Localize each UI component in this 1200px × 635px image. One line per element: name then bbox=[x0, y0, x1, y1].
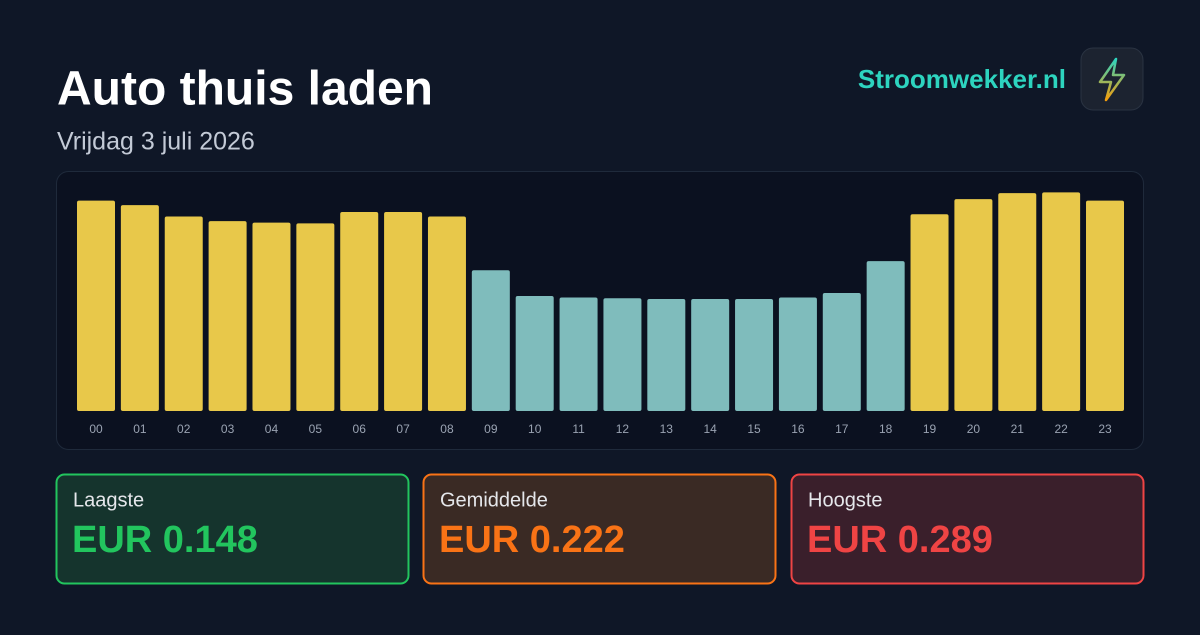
x-tick-label: 10 bbox=[528, 422, 542, 436]
bar bbox=[954, 199, 993, 411]
x-tick-label: 08 bbox=[440, 422, 454, 436]
bolt-icon bbox=[1098, 57, 1126, 102]
stat-label: Laagste bbox=[73, 489, 144, 511]
bar bbox=[866, 261, 905, 411]
stat-value: EUR 0.222 bbox=[439, 519, 625, 561]
bar bbox=[1042, 192, 1081, 411]
x-tick-label: 13 bbox=[660, 422, 674, 436]
chart: 00 01 02 03 04 05 06 07 08 09 10 11 12 13 14 15 16 17 18 19… bbox=[77, 192, 1125, 436]
bar bbox=[384, 211, 423, 411]
bar bbox=[910, 214, 949, 411]
bar bbox=[427, 216, 466, 411]
bar bbox=[515, 295, 554, 411]
stat-label: Gemiddelde bbox=[440, 489, 548, 511]
stats: Laagste EUR 0.148 Gemiddelde EUR 0.222 Hoogs… bbox=[55, 473, 1145, 585]
x-tick-label: 19 bbox=[923, 422, 937, 436]
x-tick-label: 00 bbox=[89, 422, 103, 436]
stat-value: EUR 0.289 bbox=[807, 519, 993, 561]
bar bbox=[1086, 200, 1125, 411]
bar bbox=[252, 222, 291, 411]
x-tick-label: 02 bbox=[177, 422, 191, 436]
bar bbox=[691, 299, 730, 411]
x-tick-label: 17 bbox=[835, 422, 849, 436]
x-tick-label: 21 bbox=[1011, 422, 1025, 436]
x-tick-label: 06 bbox=[353, 422, 367, 436]
x-tick-label: 23 bbox=[1098, 422, 1112, 436]
x-tick-label: 01 bbox=[133, 422, 147, 436]
x-tick-label: 11 bbox=[572, 422, 585, 436]
bar bbox=[208, 221, 247, 411]
title: Auto thuis laden bbox=[57, 63, 433, 116]
bar bbox=[164, 216, 203, 411]
x-tick-label: 22 bbox=[1054, 422, 1068, 436]
bar bbox=[120, 205, 159, 411]
x-tick-label: 12 bbox=[616, 422, 630, 436]
x-tick-label: 03 bbox=[221, 422, 235, 436]
x-tick-label: 04 bbox=[265, 422, 279, 436]
subtitle: Vrijdag 3 juli 2026 bbox=[57, 128, 255, 156]
x-tick-label: 16 bbox=[791, 422, 805, 436]
brand: Stroomwekker.nl bbox=[858, 64, 1066, 94]
brand-icon bbox=[1080, 47, 1144, 111]
x-tick-label: 07 bbox=[396, 422, 410, 436]
x-tick-label: 15 bbox=[747, 422, 761, 436]
bar bbox=[296, 223, 335, 411]
stat-card bbox=[422, 473, 777, 585]
x-tick-label: 18 bbox=[879, 422, 893, 436]
x-tick-label: 14 bbox=[704, 422, 718, 436]
bar bbox=[822, 292, 861, 411]
bar bbox=[778, 297, 817, 411]
stat-card bbox=[55, 473, 410, 585]
bar bbox=[340, 211, 379, 411]
bar bbox=[998, 193, 1037, 411]
bar bbox=[559, 297, 598, 411]
x-tick-label: 05 bbox=[309, 422, 323, 436]
bar bbox=[471, 270, 510, 411]
stat-value: EUR 0.148 bbox=[72, 519, 258, 561]
bar bbox=[603, 298, 642, 411]
stat-label: Hoogste bbox=[808, 489, 883, 511]
x-tick-label: 20 bbox=[967, 422, 981, 436]
bar bbox=[735, 299, 774, 411]
x-tick-label: 09 bbox=[484, 422, 498, 436]
bar bbox=[77, 200, 115, 411]
bar bbox=[647, 299, 686, 411]
stat-card bbox=[790, 473, 1145, 585]
